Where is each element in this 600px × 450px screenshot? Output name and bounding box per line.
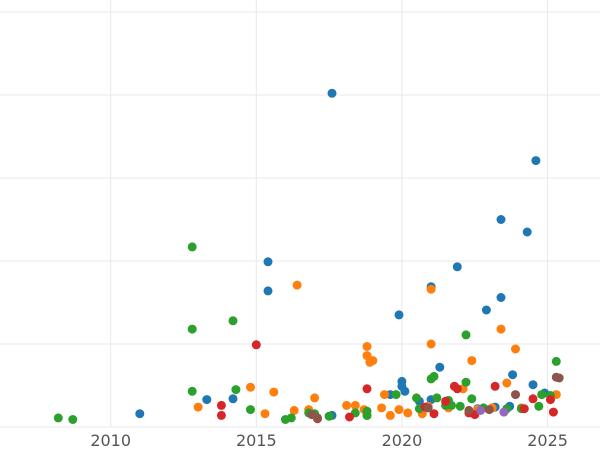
data-point <box>452 262 462 272</box>
data-point <box>429 371 439 381</box>
data-point <box>187 324 197 334</box>
data-point <box>216 400 226 410</box>
data-point <box>310 393 320 403</box>
data-point <box>499 407 509 417</box>
data-point <box>481 305 491 315</box>
data-point <box>246 405 255 415</box>
data-point <box>464 405 474 415</box>
data-point <box>511 390 520 400</box>
data-point <box>519 404 529 414</box>
data-point <box>385 410 395 420</box>
data-point <box>400 386 410 396</box>
data-point <box>362 342 372 351</box>
data-point <box>502 378 512 388</box>
data-point <box>289 405 299 415</box>
data-point <box>429 409 439 419</box>
data-point <box>467 394 477 404</box>
data-point <box>528 394 538 404</box>
data-point <box>251 340 261 350</box>
data-point <box>187 386 197 396</box>
data-point <box>269 387 279 397</box>
data-point <box>216 410 226 420</box>
data-point <box>551 356 561 366</box>
data-point <box>202 395 212 405</box>
data-point <box>528 380 538 390</box>
data-point <box>403 408 413 418</box>
data-point <box>345 412 354 422</box>
data-point <box>231 385 241 395</box>
data-point <box>342 400 352 410</box>
data-point <box>368 356 378 366</box>
data-point <box>193 402 203 412</box>
data-point <box>476 405 486 415</box>
data-point <box>313 413 322 423</box>
data-point <box>394 405 404 415</box>
data-point <box>511 344 520 354</box>
data-point <box>380 390 389 400</box>
data-point <box>263 286 273 296</box>
data-point <box>490 381 500 391</box>
data-point <box>461 330 471 340</box>
grid <box>0 0 600 428</box>
data-point <box>377 403 387 413</box>
data-point <box>546 395 555 405</box>
data-point <box>426 339 436 349</box>
data-points <box>53 88 564 424</box>
data-point <box>534 401 544 411</box>
x-tick-label: 2025 <box>527 431 568 450</box>
data-point <box>187 242 197 252</box>
data-point <box>508 370 518 380</box>
data-point <box>263 257 273 267</box>
data-point <box>537 390 547 400</box>
data-point <box>496 293 506 302</box>
data-point <box>423 403 433 413</box>
data-point <box>53 413 63 423</box>
data-point <box>246 382 255 392</box>
data-point <box>531 156 541 166</box>
data-point <box>554 373 564 383</box>
data-point <box>135 409 145 419</box>
data-point <box>455 401 465 411</box>
data-point <box>260 409 270 419</box>
data-point <box>350 400 360 410</box>
data-point <box>391 390 401 400</box>
data-point <box>228 394 238 404</box>
data-point <box>441 396 451 406</box>
x-tick-label: 2015 <box>236 431 277 450</box>
x-tick-label: 2010 <box>90 431 131 450</box>
data-point <box>432 393 442 403</box>
data-point <box>435 362 445 372</box>
data-point <box>496 215 506 224</box>
data-point <box>484 405 494 415</box>
data-point <box>394 310 404 320</box>
data-point <box>496 324 506 334</box>
data-point <box>452 384 462 394</box>
data-point <box>522 227 532 237</box>
x-axis-ticks: 2010 2015 2020 2025 <box>90 431 568 450</box>
data-point <box>412 393 421 403</box>
data-point <box>228 316 238 326</box>
data-point <box>362 410 372 420</box>
data-point <box>324 411 334 421</box>
data-point <box>327 88 337 98</box>
data-point <box>467 356 477 366</box>
data-point <box>286 413 296 423</box>
x-tick-label: 2020 <box>382 431 423 450</box>
data-point <box>461 377 471 387</box>
data-point <box>548 407 558 417</box>
data-point <box>68 415 78 424</box>
data-point <box>362 384 372 394</box>
data-point <box>426 284 436 294</box>
data-point <box>292 280 302 290</box>
